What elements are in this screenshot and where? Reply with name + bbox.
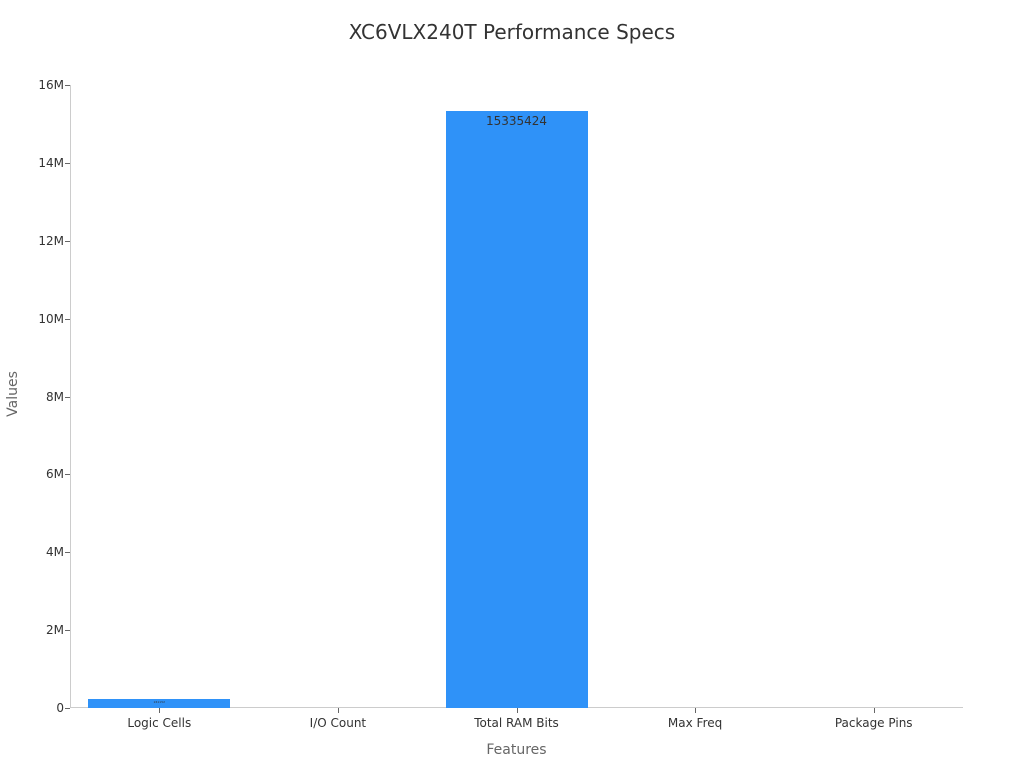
- y-tick-mark: [65, 474, 70, 476]
- bar-value-label: 15335424: [485, 113, 548, 128]
- y-tick-mark: [65, 85, 70, 86]
- x-tick-mark: [337, 708, 339, 713]
- x-tick-label: Max Freq: [667, 716, 723, 730]
- y-tick-label: 16M: [38, 78, 64, 92]
- y-tick-label: 4M: [46, 545, 64, 560]
- x-tick-label: Logic Cells: [127, 716, 192, 730]
- y-tick-label: 6M: [46, 467, 64, 482]
- bar-value-label: 241152: [153, 699, 166, 704]
- y-tick-mark: [65, 318, 70, 320]
- y-tick-label: 0: [56, 701, 64, 715]
- chart-title: XC6VLX240T Performance Specs: [348, 20, 676, 44]
- bar[interactable]: [445, 110, 588, 708]
- y-tick-mark: [65, 240, 70, 242]
- y-tick-label: 8M: [46, 389, 64, 404]
- y-tick-mark: [65, 552, 70, 554]
- x-tick-label: Total RAM Bits: [474, 716, 559, 730]
- bar[interactable]: [88, 698, 231, 708]
- y-tick-mark: [65, 396, 70, 398]
- y-tick-mark: [65, 630, 70, 632]
- x-tick-mark: [873, 708, 875, 713]
- x-tick-mark: [695, 708, 697, 713]
- y-tick-label: 12M: [38, 233, 64, 248]
- x-axis-label: Features: [486, 742, 547, 758]
- x-tick-label: I/O Count: [309, 716, 367, 730]
- x-tick-mark: [159, 708, 161, 713]
- y-tick-mark: [65, 162, 70, 164]
- y-tick-label: 2M: [46, 623, 64, 638]
- x-tick-mark: [516, 708, 518, 713]
- y-axis-line: [70, 85, 71, 708]
- y-tick-mark: [65, 708, 70, 709]
- x-tick-label: Package Pins: [834, 716, 913, 730]
- y-tick-label: 10M: [38, 311, 64, 326]
- y-tick-label: 14M: [38, 155, 64, 170]
